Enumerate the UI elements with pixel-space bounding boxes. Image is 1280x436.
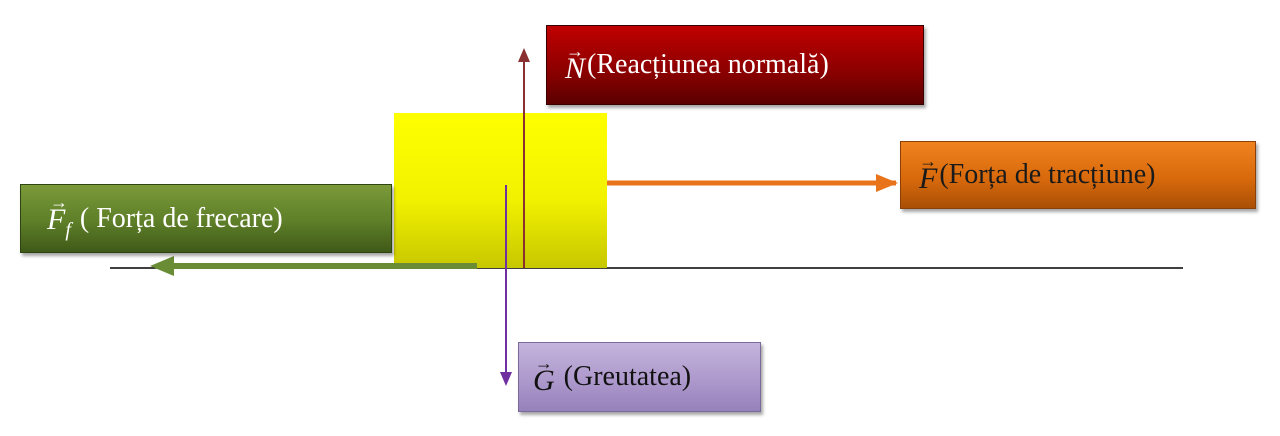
- block-body: [394, 113, 607, 268]
- weight-force-label: → G (Greutatea): [518, 342, 761, 412]
- weight-symbol: G: [533, 364, 555, 398]
- traction-force-text: (Forța de tracțiune): [939, 159, 1156, 190]
- vector-arrow-icon: →: [534, 352, 553, 373]
- normal-symbol: N: [565, 52, 586, 86]
- friction-subscript: f: [65, 219, 71, 242]
- traction-vector-symbol: → F: [919, 150, 938, 196]
- weight-vector-symbol: → G: [533, 352, 555, 398]
- vector-arrow-icon: →: [566, 40, 584, 61]
- traction-symbol: F: [919, 162, 938, 196]
- friction-vector-symbol: → Ff: [47, 191, 71, 242]
- vector-arrow-icon: →: [49, 191, 68, 212]
- friction-force-text: ( Forța de frecare): [72, 202, 283, 234]
- normal-force-label: → N (Reacțiunea normală): [546, 25, 924, 105]
- normal-vector-symbol: → N: [565, 40, 586, 86]
- weight-force-text: (Greutatea): [556, 361, 692, 392]
- friction-symbol-letter: F: [47, 203, 66, 237]
- traction-force-label: → F (Forța de tracțiune): [900, 141, 1256, 209]
- vector-arrow-icon: →: [919, 150, 938, 171]
- friction-symbol: Ff: [47, 203, 71, 242]
- normal-force-text: (Reacțiunea normală): [587, 49, 829, 80]
- friction-force-label: → Ff ( Forța de frecare): [20, 184, 392, 253]
